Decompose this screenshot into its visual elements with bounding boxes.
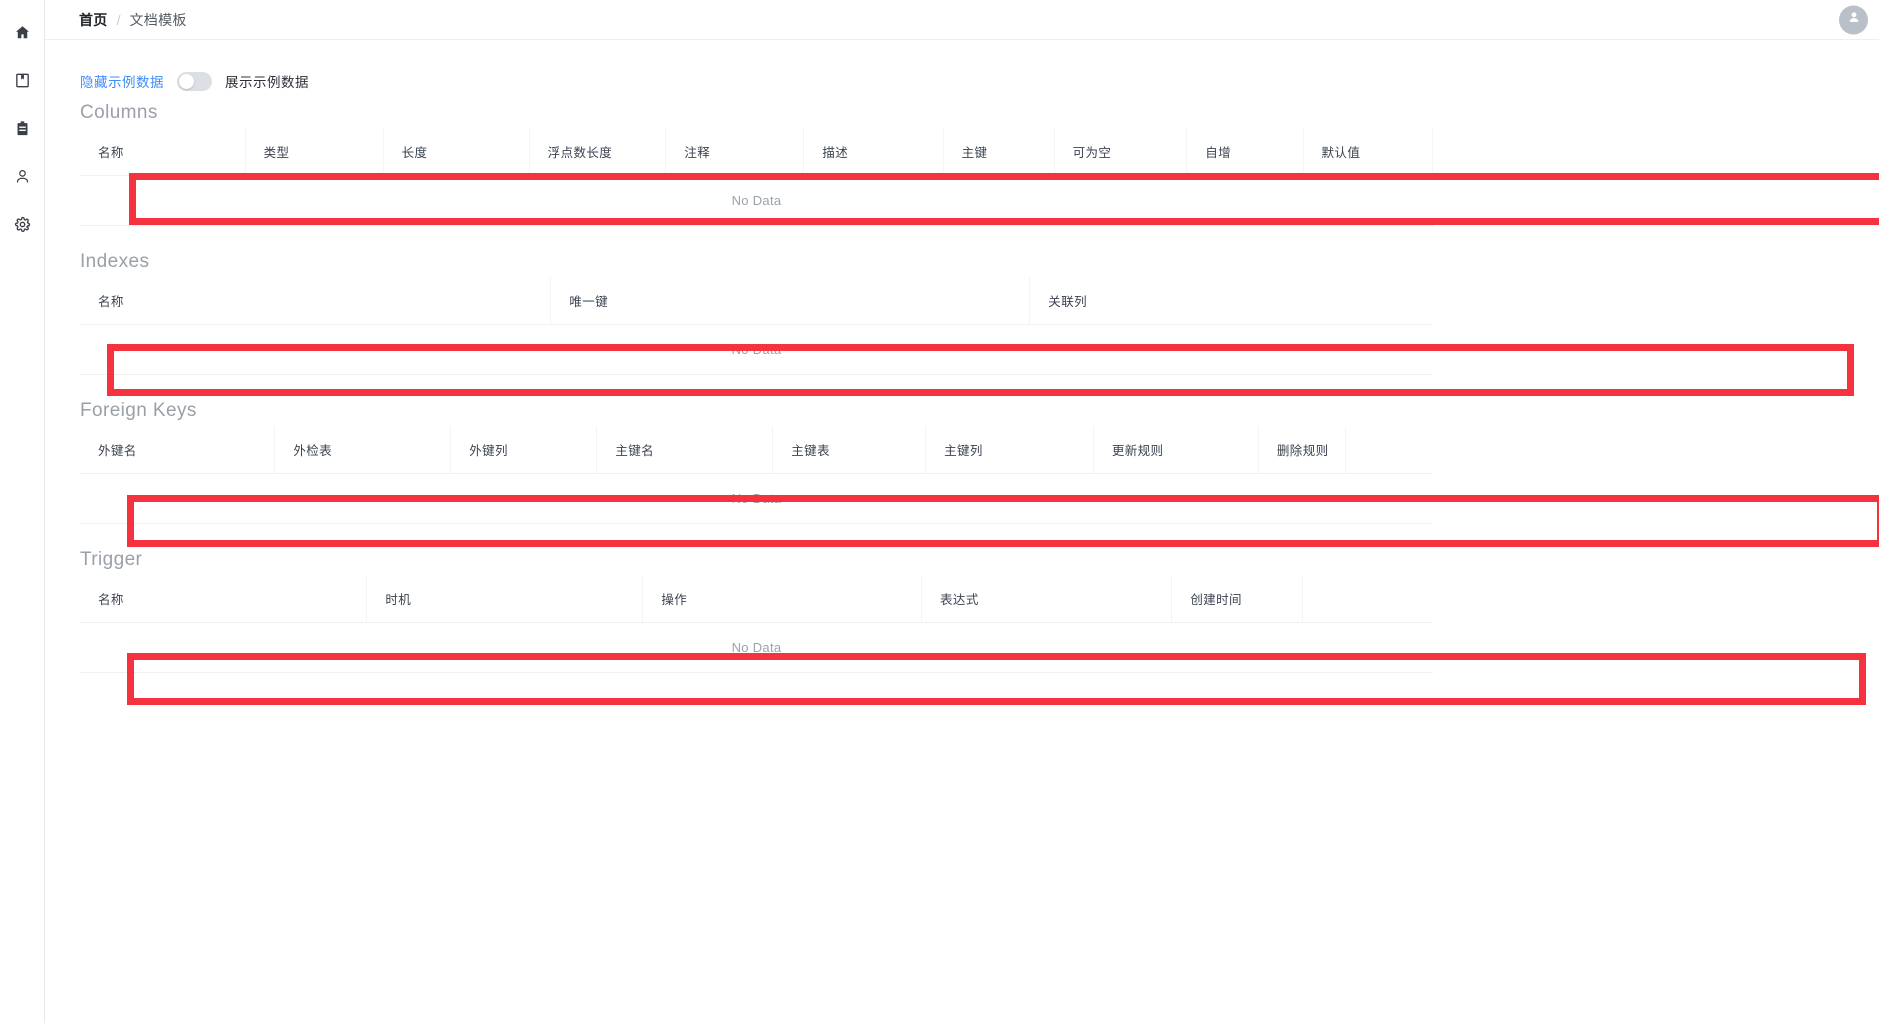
no-data-text: No Data xyxy=(80,175,1433,226)
sections-host: Columns 名称 类型 长度 浮点数长度 注释 描述 主键 可为空 自增 默认值 No Data I… xyxy=(45,98,1879,694)
show-sample-data-label[interactable]: 展示示例数据 xyxy=(225,75,309,90)
column-header[interactable]: 外键列 xyxy=(450,426,598,474)
no-data-text: No Data xyxy=(80,622,1433,673)
table-header-row: 外键名 外检表 外键列 主键名 主键表 主键列 更新规则 删除规则 xyxy=(80,426,1433,474)
table-columns: 名称 类型 长度 浮点数长度 注释 描述 主键 可为空 自增 默认值 No Data xyxy=(80,128,1434,226)
table-foreign-keys: 外键名 外检表 外键列 主键名 主键表 主键列 更新规则 删除规则 No Data xyxy=(80,426,1433,524)
user-avatar-icon xyxy=(1846,9,1862,30)
column-header[interactable]: 唯一键 xyxy=(550,277,1031,325)
column-header[interactable]: 主键列 xyxy=(925,426,1094,474)
main-area: 首页 / 文档模板 隐藏示例数据 展示示例 xyxy=(45,0,1879,1023)
sidebar-item-settings[interactable] xyxy=(0,200,45,248)
sample-data-switch[interactable] xyxy=(177,71,212,91)
home-icon xyxy=(14,24,31,41)
section-indexes: Indexes 名称 唯一键 关联列 No Data xyxy=(45,247,1879,396)
page-header: 首页 / 文档模板 xyxy=(45,0,1879,40)
user-icon xyxy=(14,168,31,185)
section-columns: Columns 名称 类型 长度 浮点数长度 注释 描述 主键 可为空 自增 默认值 No Data xyxy=(45,98,1879,247)
section-gap xyxy=(45,226,1879,247)
section-gap xyxy=(45,375,1879,396)
breadcrumb-separator: / xyxy=(116,11,121,28)
column-header[interactable]: 注释 xyxy=(665,128,805,176)
breadcrumb-current: 文档模板 xyxy=(129,11,187,28)
column-header[interactable]: 名称 xyxy=(80,128,246,176)
column-header[interactable]: 主键表 xyxy=(772,426,927,474)
section-trigger: Trigger 名称 时机 操作 表达式 创建时间 No Data xyxy=(45,545,1879,694)
breadcrumb: 首页 / 文档模板 xyxy=(79,13,187,27)
avatar[interactable] xyxy=(1839,5,1868,34)
column-header-spacer[interactable] xyxy=(1345,426,1433,474)
table-empty-row: No Data xyxy=(80,622,1433,673)
breadcrumb-home[interactable]: 首页 xyxy=(79,11,108,28)
column-header[interactable]: 描述 xyxy=(803,128,944,176)
column-header[interactable]: 可为空 xyxy=(1054,128,1188,176)
table-empty-row: No Data xyxy=(80,324,1433,375)
column-header[interactable]: 默认值 xyxy=(1303,128,1434,176)
section-title-indexes: Indexes xyxy=(80,251,150,272)
column-header[interactable]: 操作 xyxy=(642,575,923,623)
sample-data-toggle-row: 隐藏示例数据 展示示例数据 xyxy=(45,40,1879,98)
table-header-row: 名称 类型 长度 浮点数长度 注释 描述 主键 可为空 自增 默认值 xyxy=(80,128,1434,176)
column-header[interactable]: 主键 xyxy=(943,128,1055,176)
column-header-spacer[interactable] xyxy=(1302,575,1433,623)
section-gap xyxy=(45,524,1879,545)
section-foreign-keys: Foreign Keys 外键名 外检表 外键列 主键名 主键表 主键列 更新规则 删除规则 No… xyxy=(45,396,1879,545)
column-header[interactable]: 长度 xyxy=(383,128,530,176)
column-header[interactable]: 浮点数长度 xyxy=(529,128,667,176)
column-header[interactable]: 自增 xyxy=(1186,128,1304,176)
column-header[interactable]: 表达式 xyxy=(921,575,1173,623)
hide-sample-data-label[interactable]: 隐藏示例数据 xyxy=(80,75,164,90)
section-title-trigger: Trigger xyxy=(80,549,143,570)
no-data-text: No Data xyxy=(80,324,1433,375)
column-header[interactable]: 删除规则 xyxy=(1258,426,1347,474)
table-header-row: 名称 时机 操作 表达式 创建时间 xyxy=(80,575,1433,623)
sidebar-item-account[interactable] xyxy=(0,152,45,200)
table-trigger: 名称 时机 操作 表达式 创建时间 No Data xyxy=(80,575,1433,673)
section-gap xyxy=(45,673,1879,694)
column-header[interactable]: 关联列 xyxy=(1029,277,1433,325)
table-empty-row: No Data xyxy=(80,473,1433,524)
switch-knob xyxy=(179,73,194,89)
table-empty-row: No Data xyxy=(80,175,1433,226)
sidebar-item-home[interactable] xyxy=(0,8,45,56)
column-header[interactable]: 类型 xyxy=(245,128,384,176)
column-header[interactable]: 名称 xyxy=(80,277,552,325)
section-title-foreign-keys: Foreign Keys xyxy=(80,400,197,421)
content-area: 隐藏示例数据 展示示例数据 Columns 名称 类型 长度 浮点数长度 注释 描述 主键 可为… xyxy=(45,40,1879,1023)
gear-icon xyxy=(14,216,31,233)
section-title-columns: Columns xyxy=(80,102,158,123)
column-header[interactable]: 更新规则 xyxy=(1093,426,1259,474)
sidebar-item-docs[interactable] xyxy=(0,56,45,104)
sidebar xyxy=(0,0,45,1023)
column-header[interactable]: 外检表 xyxy=(274,426,452,474)
table-header-row: 名称 唯一键 关联列 xyxy=(80,277,1433,325)
no-data-text: No Data xyxy=(80,473,1433,524)
column-header[interactable]: 主键名 xyxy=(596,426,774,474)
column-header[interactable]: 时机 xyxy=(366,575,644,623)
book-icon xyxy=(14,72,31,89)
column-header[interactable]: 名称 xyxy=(80,575,368,623)
clipboard-icon xyxy=(14,120,31,137)
sidebar-item-tasks[interactable] xyxy=(0,104,45,152)
column-header[interactable]: 创建时间 xyxy=(1171,575,1303,623)
table-indexes: 名称 唯一键 关联列 No Data xyxy=(80,277,1433,375)
column-header[interactable]: 外键名 xyxy=(80,426,276,474)
